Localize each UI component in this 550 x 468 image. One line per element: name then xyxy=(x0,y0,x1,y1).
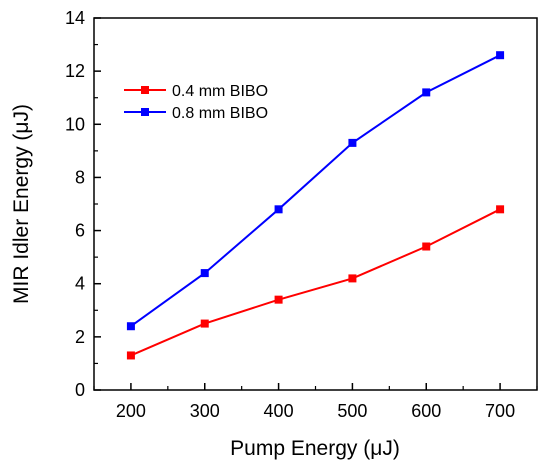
series-layer xyxy=(126,51,505,360)
data-point xyxy=(200,319,209,328)
data-point xyxy=(274,295,283,304)
data-point xyxy=(496,51,505,60)
y-axis: 0 2 4 6 8 10 12 14 xyxy=(65,8,101,400)
y-tick-label: 0 xyxy=(75,380,85,400)
y-tick-label: 8 xyxy=(75,167,85,187)
data-point xyxy=(422,88,431,97)
y-tick-label: 14 xyxy=(65,8,85,28)
series-line-1 xyxy=(130,208,501,357)
plot-frame xyxy=(93,17,538,391)
y-tick-label: 6 xyxy=(75,221,85,241)
data-point xyxy=(496,205,505,214)
y-tick-label: 2 xyxy=(75,327,85,347)
data-point xyxy=(348,274,357,283)
x-tick-label: 300 xyxy=(190,401,220,421)
legend: 0.4 mm BIBO 0.8 mm BIBO xyxy=(124,83,268,122)
x-axis: 200 300 400 500 600 700 xyxy=(93,383,538,421)
y-tick-label: 10 xyxy=(65,114,85,134)
series-line-2 xyxy=(130,54,501,328)
data-point xyxy=(200,269,209,278)
x-tick-label: 700 xyxy=(485,401,515,421)
data-point xyxy=(348,138,357,147)
legend-marker xyxy=(141,108,149,116)
legend-label: 0.4 mm BIBO xyxy=(172,83,268,100)
x-tick-label: 500 xyxy=(337,401,367,421)
y-axis-title: MIR Idler Energy (μJ) xyxy=(10,104,33,304)
x-tick-label: 400 xyxy=(264,401,294,421)
data-point xyxy=(126,351,135,360)
x-tick-label: 600 xyxy=(411,401,441,421)
legend-label: 0.8 mm BIBO xyxy=(172,105,268,122)
data-point xyxy=(274,205,283,214)
y-tick-label: 4 xyxy=(75,274,85,294)
data-point xyxy=(422,242,431,251)
data-point xyxy=(126,322,135,331)
y-tick-label: 12 xyxy=(65,61,85,81)
legend-marker xyxy=(141,86,149,94)
x-axis-title: Pump Energy (μJ) xyxy=(230,437,400,460)
x-tick-label: 200 xyxy=(116,401,146,421)
